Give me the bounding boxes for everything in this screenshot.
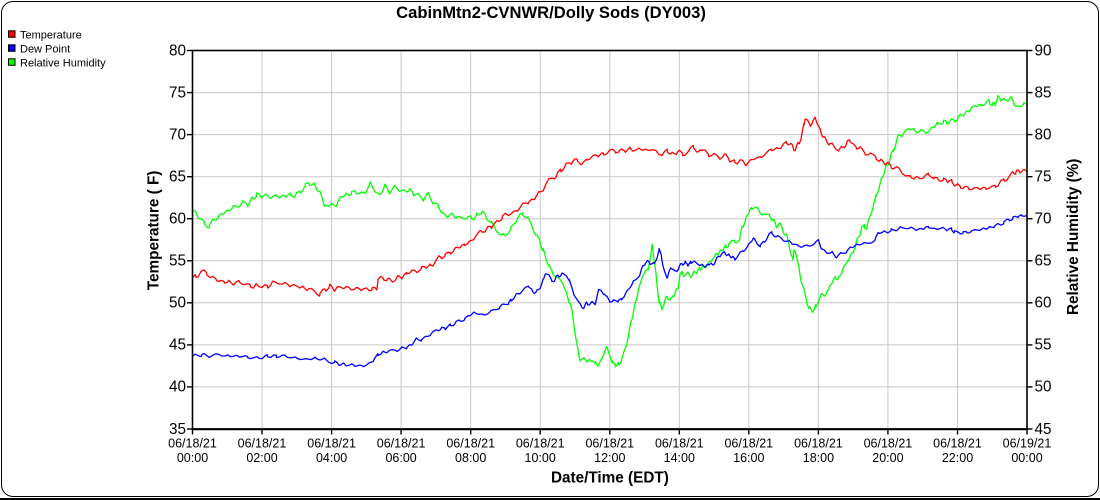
svg-text:00:00: 00:00: [1011, 451, 1042, 465]
svg-text:08:00: 08:00: [455, 451, 486, 465]
svg-text:06/18/21: 06/18/21: [794, 437, 843, 451]
svg-text:06/18/21: 06/18/21: [655, 437, 704, 451]
svg-text:75: 75: [1035, 169, 1052, 186]
svg-text:06/18/21: 06/18/21: [168, 437, 217, 451]
svg-text:60: 60: [1035, 295, 1052, 312]
svg-text:Relative Humidity: Relative Humidity: [20, 57, 106, 69]
svg-text:90: 90: [1035, 42, 1052, 59]
svg-text:16:00: 16:00: [733, 451, 764, 465]
svg-text:65: 65: [1035, 253, 1052, 270]
svg-text:55: 55: [1035, 337, 1052, 354]
svg-text:06/18/21: 06/18/21: [377, 437, 426, 451]
svg-text:02:00: 02:00: [246, 451, 277, 465]
svg-text:70: 70: [169, 126, 186, 143]
svg-text:80: 80: [169, 42, 186, 59]
svg-text:65: 65: [169, 169, 186, 186]
svg-text:55: 55: [169, 253, 186, 270]
svg-text:Temperature: Temperature: [20, 29, 82, 41]
svg-text:60: 60: [169, 211, 186, 228]
svg-text:40: 40: [169, 379, 186, 396]
svg-text:50: 50: [169, 295, 186, 312]
svg-text:CabinMtn2-CVNWR/Dolly Sods (DY: CabinMtn2-CVNWR/Dolly Sods (DY003): [396, 3, 706, 22]
svg-text:06/18/21: 06/18/21: [307, 437, 356, 451]
svg-text:06/18/21: 06/18/21: [446, 437, 495, 451]
svg-text:12:00: 12:00: [594, 451, 625, 465]
svg-text:45: 45: [169, 337, 186, 354]
svg-text:00:00: 00:00: [177, 451, 208, 465]
svg-text:06/19/21: 06/19/21: [1003, 437, 1052, 451]
svg-text:20:00: 20:00: [872, 451, 903, 465]
svg-text:14:00: 14:00: [664, 451, 695, 465]
svg-text:06/18/21: 06/18/21: [516, 437, 565, 451]
svg-text:45: 45: [1035, 421, 1052, 438]
svg-text:10:00: 10:00: [525, 451, 556, 465]
svg-text:85: 85: [1035, 84, 1052, 101]
svg-text:50: 50: [1035, 379, 1052, 396]
svg-text:Temperature ( F): Temperature ( F): [145, 171, 162, 291]
svg-text:06/18/21: 06/18/21: [933, 437, 982, 451]
svg-text:04:00: 04:00: [316, 451, 347, 465]
svg-text:18:00: 18:00: [803, 451, 834, 465]
svg-text:06:00: 06:00: [385, 451, 416, 465]
svg-text:Dew Point: Dew Point: [20, 43, 70, 55]
svg-text:06/18/21: 06/18/21: [724, 437, 773, 451]
svg-text:70: 70: [1035, 211, 1052, 228]
svg-text:Relative Humidity (%): Relative Humidity (%): [1065, 159, 1082, 315]
svg-text:06/18/21: 06/18/21: [238, 437, 287, 451]
svg-text:06/18/21: 06/18/21: [864, 437, 913, 451]
svg-text:75: 75: [169, 84, 186, 101]
svg-text:06/18/21: 06/18/21: [585, 437, 634, 451]
svg-text:80: 80: [1035, 126, 1052, 143]
svg-text:35: 35: [169, 421, 186, 438]
svg-text:22:00: 22:00: [942, 451, 973, 465]
svg-text:Date/Time (EDT): Date/Time (EDT): [551, 470, 669, 487]
